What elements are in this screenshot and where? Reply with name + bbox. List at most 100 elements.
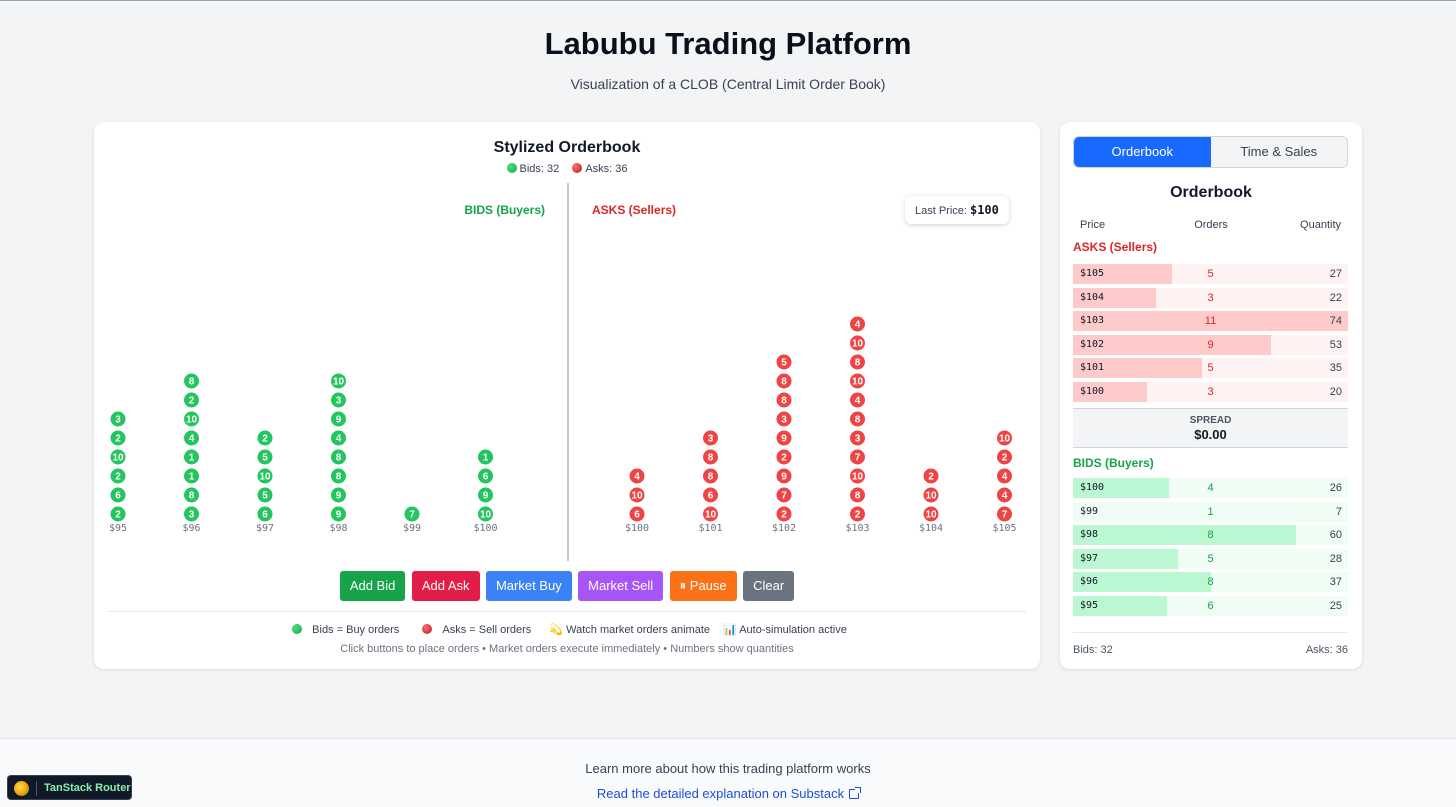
ask-price-label: $100 (625, 523, 649, 534)
bid-order-quantity: 9 (336, 415, 342, 426)
bid-row[interactable]: $96 8 37 (1073, 572, 1348, 592)
ask-row-orders: 9 (1207, 338, 1214, 351)
bid-order-bubble: 10 (109, 448, 127, 466)
bid-row[interactable]: $98 8 60 (1073, 525, 1348, 545)
ask-row[interactable]: $103 11 74 (1073, 311, 1348, 331)
ask-row-orders: 3 (1207, 291, 1214, 304)
ask-order-quantity: 9 (781, 472, 787, 483)
bid-row-price: $99 (1080, 505, 1099, 517)
ask-order-bubble: 6 (702, 486, 719, 504)
bid-order-quantity: 10 (480, 510, 492, 521)
ask-order-quantity: 9 (781, 434, 787, 445)
ask-order-bubble: 10 (849, 467, 866, 485)
ask-order-bubble: 10 (849, 372, 866, 390)
bid-order-quantity: 1 (483, 453, 489, 464)
ask-order-bubble: 2 (922, 467, 940, 485)
action-buttons: Add Bid Add Ask Market Buy Market Sell ⏸… (94, 571, 1040, 601)
bid-order-bubble: 6 (477, 467, 494, 485)
bid-order-quantity: 8 (189, 491, 195, 502)
ask-order-quantity: 2 (781, 453, 787, 464)
ask-depth-bar (1073, 381, 1148, 402)
bid-row[interactable]: $100 4 26 (1073, 478, 1348, 498)
bid-order-quantity: 6 (483, 472, 489, 483)
bid-order-quantity: 9 (483, 491, 489, 502)
bid-price-label: $96 (182, 523, 200, 534)
stylized-orderbook-title: Stylized Orderbook (493, 139, 641, 156)
market-sell-button[interactable]: Market Sell (578, 571, 664, 601)
bids-section-label: BIDS (Buyers) (1073, 456, 1154, 470)
tanstack-logo-icon (14, 781, 29, 796)
ask-order-quantity: 10 (925, 491, 937, 502)
page-subtitle: Visualization of a CLOB (Central Limit O… (570, 76, 886, 92)
last-price-label: Last Price: (915, 205, 967, 217)
pause-button[interactable]: ⏸ Pause (669, 571, 737, 601)
bid-row-price: $98 (1080, 529, 1099, 540)
ask-row-quantity: 20 (1329, 385, 1342, 398)
bid-row-orders: 4 (1207, 482, 1214, 494)
bid-row-quantity: 60 (1329, 529, 1342, 541)
last-price-badge: Last Price: $100 (905, 196, 1009, 224)
bid-order-bubble: 8 (330, 467, 347, 485)
ask-row[interactable]: $104 3 22 (1073, 287, 1348, 308)
ask-row-quantity: 22 (1329, 291, 1342, 304)
top-border (0, 0, 1456, 1)
ask-depth-bar (1073, 287, 1156, 308)
ask-row-quantity: 53 (1329, 338, 1342, 351)
bid-order-bubble: 2 (109, 505, 127, 523)
bid-order-bubble: 3 (109, 410, 127, 428)
bid-order-bubble: 10 (330, 372, 347, 390)
bid-row-orders: 5 (1207, 552, 1214, 565)
market-buy-button[interactable]: Market Buy (485, 571, 572, 601)
green-dot-icon (292, 624, 303, 634)
bid-order-quantity: 6 (115, 491, 121, 502)
bid-order-bubble: 8 (330, 448, 347, 466)
bid-order-quantity: 2 (189, 396, 195, 407)
ask-order-bubble: 8 (849, 353, 866, 371)
ask-row[interactable]: $102 9 53 (1073, 334, 1348, 355)
bid-row[interactable]: $97 5 28 (1073, 548, 1348, 569)
add-bid-button[interactable]: Add Bid (339, 571, 406, 601)
bid-row-price: $97 (1080, 552, 1099, 564)
bid-row-orders: 8 (1207, 576, 1214, 588)
ask-row-quantity: 74 (1329, 315, 1342, 327)
green-dot-icon (506, 163, 517, 173)
ask-order-quantity: 2 (855, 510, 861, 521)
ask-order-bubble: 7 (996, 505, 1013, 523)
ask-order-quantity: 7 (781, 491, 787, 502)
page-title: Labubu Trading Platform (544, 26, 912, 61)
bid-order-quantity: 9 (336, 510, 342, 521)
ask-order-bubble: 10 (996, 429, 1013, 447)
ask-row[interactable]: $100 3 20 (1073, 381, 1348, 402)
tab-time-and-sales[interactable]: Time & Sales (1210, 137, 1347, 167)
ask-order-quantity: 3 (781, 415, 787, 426)
ask-order-bubble: 8 (849, 486, 866, 504)
clear-button[interactable]: Clear (743, 571, 795, 601)
ask-order-bubble: 2 (996, 448, 1013, 466)
ask-order-bubble: 3 (775, 410, 793, 428)
bid-row-quantity: 25 (1329, 599, 1342, 612)
add-ask-button[interactable]: Add Ask (411, 571, 480, 601)
bid-row-quantity: 7 (1335, 505, 1342, 518)
ask-order-bubble: 8 (702, 448, 719, 466)
bid-row-price: $100 (1080, 482, 1105, 493)
tanstack-router-devtools[interactable]: TanStack Router (7, 775, 132, 800)
spread-divider (567, 183, 569, 561)
bid-row[interactable]: $95 6 25 (1073, 595, 1348, 616)
footer-asks-count: Asks: 36 (1305, 644, 1348, 656)
ask-order-quantity: 3 (855, 434, 861, 445)
ask-row[interactable]: $105 5 27 (1073, 264, 1348, 284)
bid-order-bubble: 3 (330, 391, 347, 409)
ask-row[interactable]: $101 5 35 (1073, 358, 1348, 378)
bid-order-quantity: 10 (186, 415, 198, 426)
ask-order-quantity: 8 (855, 415, 861, 426)
bid-order-bubble: 9 (477, 486, 494, 504)
tab-orderbook[interactable]: Orderbook (1074, 137, 1211, 167)
devtools-separator (36, 781, 37, 796)
bid-row[interactable]: $99 1 7 (1073, 501, 1348, 522)
substack-link[interactable]: Read the detailed explanation on Substac… (0, 786, 1456, 801)
ask-order-bubble: 10 (702, 505, 719, 523)
bids-side-label: BIDS (Buyers) (464, 203, 545, 217)
substack-link-text[interactable]: Read the detailed explanation on Substac… (596, 786, 845, 801)
spread-value: $0.00 (1194, 427, 1227, 442)
ask-price-label: $104 (919, 523, 943, 534)
